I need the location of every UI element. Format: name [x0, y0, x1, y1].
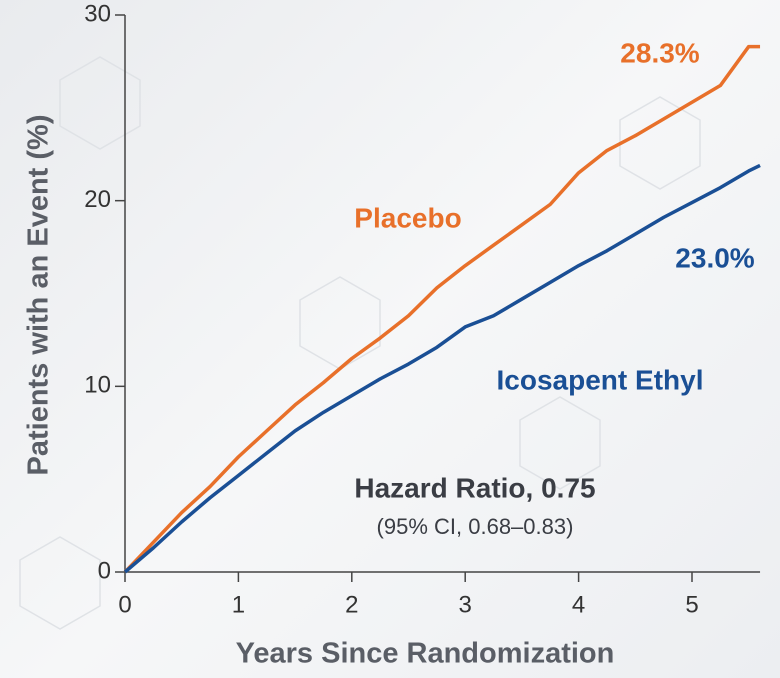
series-label: Icosapent Ethyl: [497, 364, 704, 395]
x-tick-label: 2: [345, 591, 358, 618]
x-tick-label: 5: [685, 591, 698, 618]
y-tick-label: 20: [84, 186, 111, 213]
series-line: [123, 44, 761, 574]
y-tick-label: 10: [84, 372, 111, 399]
y-axis-label: Patients with an Event (%): [23, 115, 55, 476]
x-tick-label: 3: [459, 591, 472, 618]
x-tick-label: 1: [232, 591, 245, 618]
background-hexes: [19, 56, 701, 630]
series-line: [123, 163, 761, 574]
y-tick-label: 0: [98, 557, 111, 584]
annotation: Hazard Ratio, 0.75: [354, 472, 595, 503]
annotation: 23.0%: [675, 242, 754, 273]
y-tick-label: 30: [84, 0, 111, 27]
x-axis-label: Years Since Randomization: [236, 638, 615, 670]
x-tick-label: 0: [118, 591, 131, 618]
x-tick-label: 4: [572, 591, 585, 618]
annotation: (95% CI, 0.68–0.83): [377, 514, 574, 539]
series-label: Placebo: [354, 202, 461, 233]
annotation: 28.3%: [620, 37, 699, 68]
